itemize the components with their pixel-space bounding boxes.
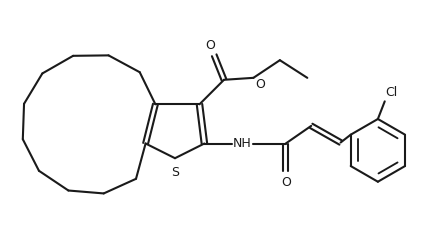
Text: Cl: Cl: [386, 86, 398, 99]
Text: S: S: [171, 166, 179, 179]
Text: NH: NH: [233, 137, 252, 150]
Text: O: O: [281, 176, 291, 189]
Text: O: O: [255, 78, 265, 91]
Text: O: O: [205, 39, 215, 52]
